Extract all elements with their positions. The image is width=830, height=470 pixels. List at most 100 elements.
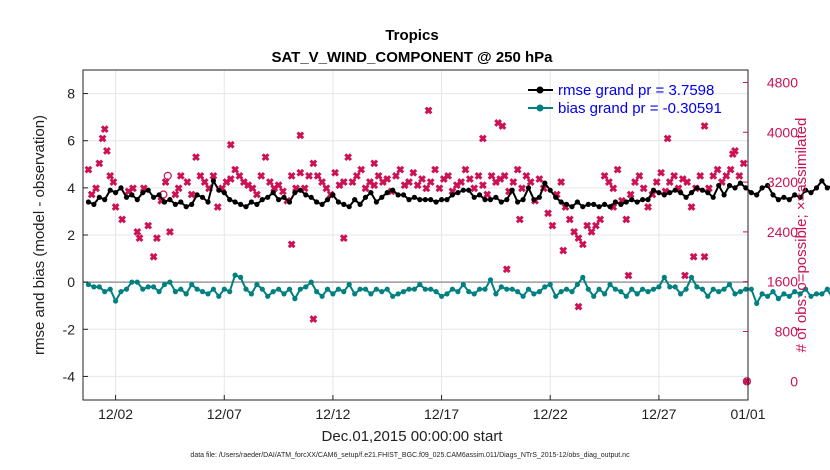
obs-assimilated-point (374, 171, 383, 180)
bias-data-point (525, 286, 532, 292)
obs-marker-bar (95, 159, 104, 168)
obs-assimilated-point (187, 190, 196, 199)
obs-marker-bar (111, 203, 120, 211)
rmse-data-point (91, 201, 97, 207)
bias-data-point (754, 300, 760, 306)
y2-tick-label: 3200 (767, 174, 798, 190)
obs-assimilated-point (502, 265, 511, 274)
rmse-data-point (471, 194, 477, 200)
obs-assimilated-point (726, 165, 735, 174)
obs-marker-bar (574, 234, 583, 243)
rmse-data-point (721, 192, 727, 198)
bias-data-point (178, 286, 184, 292)
obs-assimilated-point (570, 227, 579, 236)
obs-assimilated-point (509, 178, 518, 186)
obs-assimilated-point (470, 184, 479, 193)
obs-marker-bar (183, 178, 192, 186)
bias-data-point (504, 286, 510, 292)
obs-assimilated-point (161, 178, 170, 186)
bias-data-point (580, 274, 586, 280)
obs-assimilated-point (279, 187, 287, 196)
obs-marker-bar (176, 171, 185, 180)
obs-marker-bar (565, 215, 574, 224)
rmse-data-point (596, 204, 602, 210)
x-axis-ticks: 12/02 12/07 12/12 12/17 12/22 12/27 01/01 (98, 395, 766, 422)
obs-marker-bar (409, 168, 418, 177)
obs-assimilated-point (426, 178, 435, 186)
bias-data-point (591, 293, 597, 299)
obs-assimilated-point (424, 106, 433, 115)
rmse-data-point (422, 197, 428, 203)
rmse-data-point (640, 197, 646, 203)
bias-data-point (145, 284, 151, 290)
rmse-data-point (792, 192, 798, 198)
obs-marker-bar (613, 165, 622, 174)
bias-data-point (819, 291, 825, 297)
obs-assimilated-point (370, 159, 379, 168)
bias-data-point (368, 291, 374, 297)
obs-assimilated-point (287, 171, 296, 180)
obs-assimilated-point (474, 171, 483, 180)
obs-assimilated-point (657, 168, 665, 177)
obs-marker-bar (639, 184, 648, 193)
obs-assimilated-point (313, 171, 322, 180)
bias-data-point (748, 286, 754, 292)
obs-marker-bar (118, 215, 127, 224)
obs-assimilated-point (483, 190, 492, 199)
bias-data-point (705, 293, 711, 299)
bias-data-point (384, 286, 390, 292)
obs-marker-bar (683, 178, 692, 186)
obs-marker-bar (313, 171, 322, 180)
obs-assimilated-point (344, 153, 353, 162)
obs-assimilated-point (106, 171, 115, 180)
bias-data-point (661, 274, 667, 280)
bias-data-point (634, 291, 640, 297)
bias-data-point (286, 286, 293, 292)
rmse-data-point (373, 199, 379, 205)
rmse-data-point (487, 197, 494, 203)
obs-assimilated-point (544, 209, 552, 218)
bias-data-point (542, 284, 548, 290)
rmse-data-point (634, 199, 640, 205)
obs-marker-bar (392, 171, 400, 180)
obs-assimilated-point (478, 181, 487, 190)
obs-marker-bar (374, 171, 383, 180)
bias-data-point (460, 281, 466, 288)
obs-assimilated-point (370, 181, 379, 190)
bias-data-point (650, 286, 657, 292)
obs-marker-bar (478, 134, 487, 143)
bias-data-point (167, 279, 173, 285)
rmse-data-point (618, 201, 624, 207)
rmse-data-point (672, 187, 678, 193)
obs-assimilated-point (526, 178, 535, 186)
rmse-data-point (607, 204, 613, 210)
bias-data-point (172, 289, 178, 295)
rmse-data-point (770, 192, 776, 198)
obs-assimilated-point (383, 175, 392, 183)
obs-assimilated-point (98, 134, 107, 143)
obs-assimilated-point (392, 171, 400, 180)
rmse-data-point (803, 187, 809, 193)
obs-assimilated-point (722, 171, 731, 180)
obs-marker-bar (635, 171, 644, 180)
obs-assimilated-point (713, 165, 722, 174)
rmse-data-point (650, 187, 657, 193)
obs-assimilated-point (605, 178, 613, 186)
obs-marker-bar (500, 171, 509, 180)
obs-marker-bar (431, 165, 439, 174)
bias-data-point (487, 277, 494, 283)
bias-data-point (498, 284, 504, 290)
bias-data-point (314, 289, 320, 295)
obs-assimilated-point (109, 178, 118, 186)
obs-marker-bar (171, 190, 180, 199)
obs-assimilated-point (631, 178, 639, 186)
rmse-data-point (585, 201, 591, 207)
rmse-data-point (580, 204, 586, 210)
bias-data-point (574, 281, 581, 288)
obs-marker-bar (498, 122, 507, 130)
bias-data-point (792, 289, 798, 295)
obs-assimilated-point (624, 271, 633, 280)
obs-marker-bar (605, 178, 613, 186)
obs-marker-bar (426, 178, 435, 186)
rmse-data-point (270, 190, 276, 196)
